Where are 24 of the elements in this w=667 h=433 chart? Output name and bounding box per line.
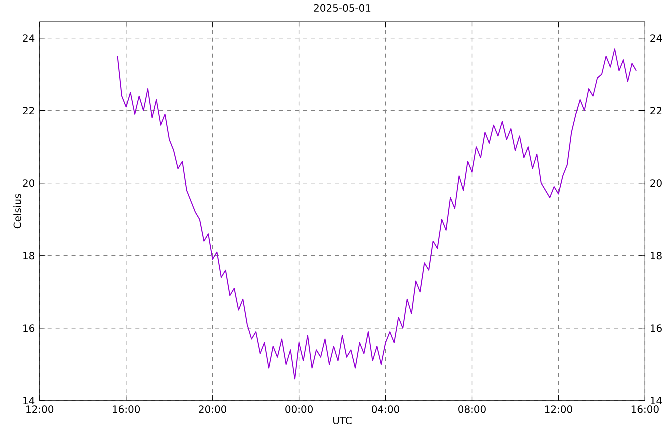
y-tick-label: 14 xyxy=(24,397,35,405)
x-tick-label: 08:00 xyxy=(458,406,486,414)
y2-tick-label: 18 xyxy=(651,252,662,260)
y2-tick-label: 24 xyxy=(650,34,662,42)
y2-tick-label: 16 xyxy=(651,324,662,332)
y-tick-label: 20 xyxy=(23,180,35,188)
x-tick-label: 12:00 xyxy=(26,406,54,414)
y-tick-label: 16 xyxy=(24,324,35,332)
x-tick-label: 16:00 xyxy=(113,406,140,414)
chart-title: 2025-05-01 xyxy=(314,4,371,12)
x-axis-title: UTC xyxy=(334,417,352,425)
y-axis-title: Celsius xyxy=(14,194,22,229)
x-tick-label: 12:00 xyxy=(545,406,572,414)
y2-tick-label: 22 xyxy=(650,107,662,115)
x-tick-label: 16:00 xyxy=(632,406,659,414)
line-series xyxy=(117,48,638,380)
y2-tick-label: 20 xyxy=(650,180,662,188)
y-tick-label: 22 xyxy=(23,107,34,115)
x-tick-label: 04:00 xyxy=(372,406,400,414)
x-tick-label: 20:00 xyxy=(199,406,227,414)
x-tick-label: 00:00 xyxy=(286,406,313,414)
y-tick-label: 24 xyxy=(23,34,35,42)
y-tick-label: 18 xyxy=(24,252,34,260)
y2-tick-label: 14 xyxy=(651,397,662,405)
